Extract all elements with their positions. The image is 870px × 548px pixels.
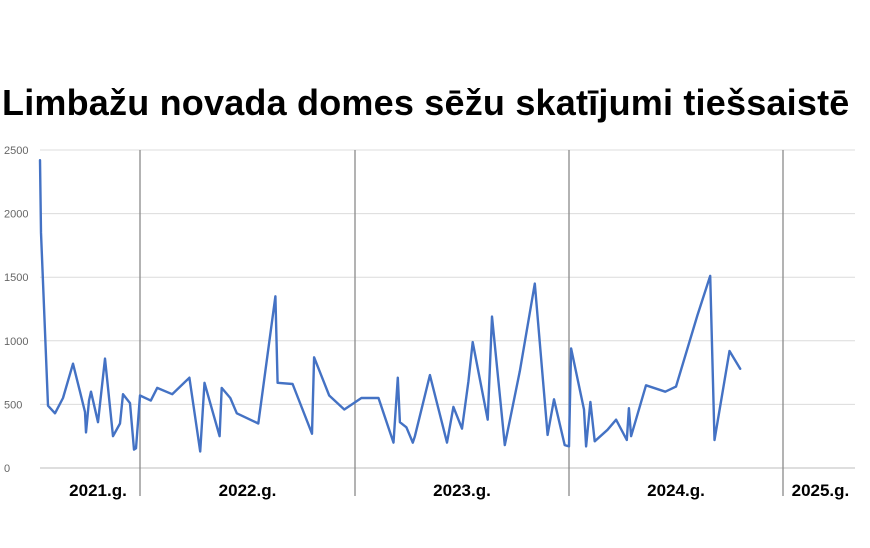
year-label-2: 2022.g. [219,481,277,500]
y-tick-label: 0 [4,463,10,475]
year-label-4: 2024.g. [647,481,705,500]
chart-title: Limbažu novada domes sēžu skatījumi tieš… [2,82,850,123]
year-label-1: 2021.g. [69,481,127,500]
y-tick-label: 1000 [4,336,28,348]
y-tick-label: 1500 [4,272,28,284]
y-tick-label: 2500 [4,145,28,157]
y-tick-label: 2000 [4,209,28,221]
year-label-3: 2023.g. [433,481,491,500]
y-tick-label: 500 [4,399,22,411]
series-line-1 [38,158,742,453]
year-label-5: 2025.g. [792,481,850,500]
